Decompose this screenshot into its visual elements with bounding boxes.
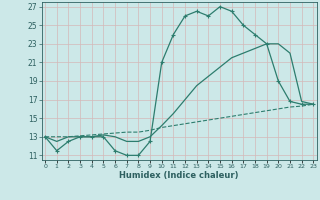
X-axis label: Humidex (Indice chaleur): Humidex (Indice chaleur)	[119, 171, 239, 180]
